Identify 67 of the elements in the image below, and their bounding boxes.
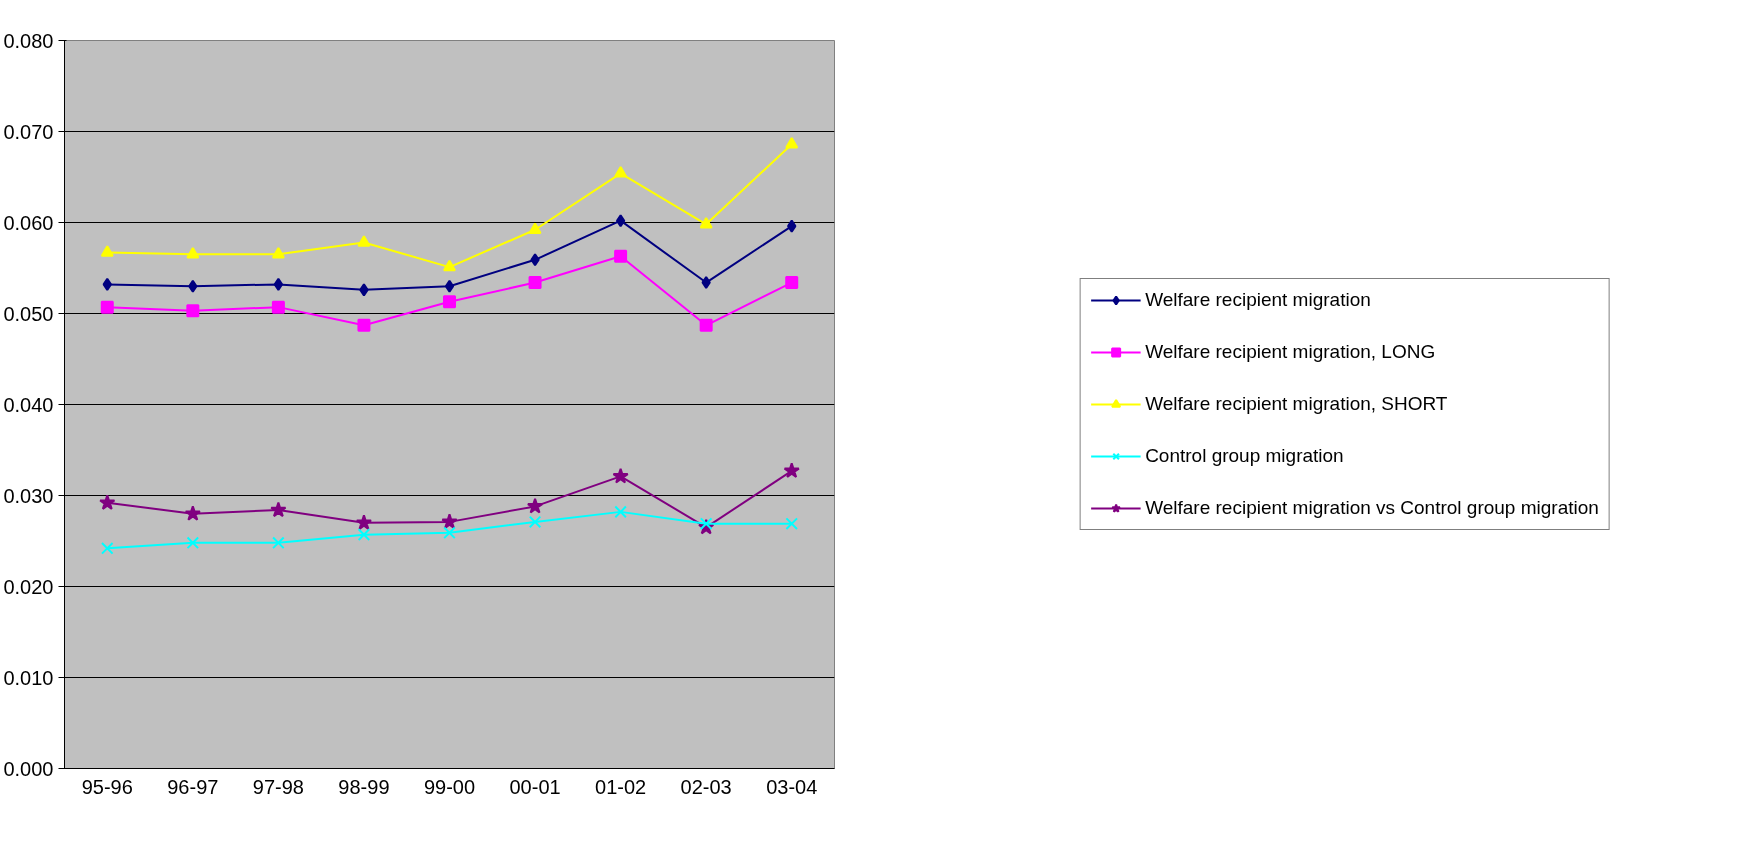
point [443, 295, 456, 309]
point [186, 304, 200, 318]
point [699, 517, 713, 531]
y-tick-label: 0.050 [3, 302, 54, 325]
point [99, 494, 116, 510]
y-tick-label: 0.080 [3, 29, 54, 52]
point [100, 245, 114, 257]
point [614, 505, 627, 519]
x-tick-label: 03-04 [766, 775, 818, 798]
x-tick-label: 96-97 [167, 775, 219, 798]
point [273, 277, 284, 291]
point [357, 235, 371, 247]
point [100, 541, 114, 555]
point [699, 318, 713, 332]
point [785, 517, 799, 531]
point [785, 136, 799, 149]
point [612, 467, 629, 484]
point [787, 219, 797, 233]
point [701, 276, 711, 290]
x-tick-label: 00-01 [509, 775, 561, 798]
point [444, 279, 455, 293]
x-tick-label: 97-98 [252, 775, 304, 798]
x-tick-label: 99-00 [423, 775, 476, 798]
x-tick-label: 95-96 [81, 775, 133, 798]
y-tick-label: 0.040 [3, 393, 54, 416]
point [528, 222, 542, 234]
legend-label: Welfare recipient migration vs Control group migration [1145, 497, 1599, 519]
point [783, 462, 800, 478]
legend-label: Welfare recipient migration [1145, 289, 1371, 311]
y-tick-label: 0.000 [3, 757, 54, 780]
point [614, 249, 628, 263]
legend-label: Control group migration [1145, 445, 1344, 467]
point [615, 214, 626, 228]
point [441, 513, 458, 529]
point [530, 253, 540, 267]
point [357, 318, 371, 332]
point [271, 300, 285, 314]
y-tick-label: 0.020 [3, 575, 54, 598]
point [528, 276, 542, 290]
x-tick-label: 02-03 [680, 775, 732, 798]
point [443, 526, 456, 540]
legend-label: Welfare recipient migration, LONG [1145, 341, 1436, 363]
x-tick-label: 98-99 [338, 775, 390, 798]
point [785, 276, 799, 290]
point [102, 277, 112, 291]
x-tick-label: 01-02 [595, 775, 647, 798]
point [186, 247, 200, 259]
point [526, 497, 544, 514]
point [355, 514, 373, 530]
point [443, 259, 456, 272]
point [359, 283, 369, 297]
y-tick-label: 0.070 [3, 120, 54, 143]
y-tick-label: 0.030 [3, 484, 54, 507]
point [528, 515, 542, 529]
point [271, 247, 285, 259]
y-tick-label: 0.060 [3, 211, 54, 234]
point [614, 166, 628, 178]
point [270, 501, 287, 518]
point [699, 216, 713, 229]
point [357, 528, 371, 541]
point [188, 279, 198, 293]
point [272, 536, 285, 550]
point [100, 300, 114, 314]
y-tick-label: 0.010 [3, 666, 54, 689]
point [184, 505, 201, 521]
legend-label: Welfare recipient migration, SHORT [1145, 393, 1448, 415]
point [186, 536, 200, 550]
